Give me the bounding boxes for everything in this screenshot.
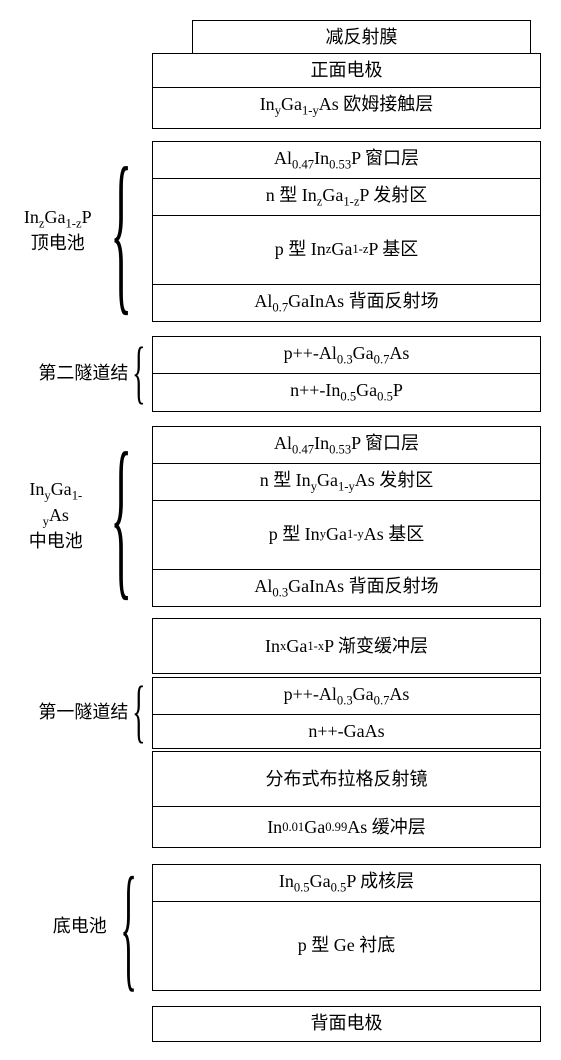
- graded-buffer-layer: InxGa1-xP 渐变缓冲层: [152, 618, 541, 674]
- top-emitter: n 型 InzGa1-zP 发射区: [152, 178, 541, 216]
- buffer-layer: In0.01Ga0.99As 缓冲层: [152, 806, 541, 848]
- mid-base: p 型 InyGa1-yAs 基区: [152, 500, 541, 570]
- nucleation-layer: In0.5Ga0.5P 成核层: [152, 864, 541, 902]
- ohmic-contact-layer: InyGa1-yAs 欧姆接触层: [152, 87, 541, 129]
- brace-icon: {: [110, 127, 132, 334]
- bottom-cell-label: 底电池: [53, 915, 107, 938]
- top-cell-label: InzGa1-zP 顶电池: [24, 206, 92, 255]
- brace-icon: {: [120, 846, 137, 1007]
- top-base: p 型 InzGa1-zP 基区: [152, 215, 541, 285]
- tj1-n-layer: n++-GaAs: [152, 714, 541, 749]
- mid-bsf: Al0.3GaInAs 背面反射场: [152, 569, 541, 607]
- brace-icon: {: [110, 412, 132, 619]
- brace-icon: {: [132, 333, 145, 413]
- mid-window-layer: Al0.47In0.53P 窗口层: [152, 426, 541, 464]
- dbr-layer: 分布式布拉格反射镜: [152, 751, 541, 807]
- arc-layer: 减反射膜: [192, 20, 531, 55]
- ge-substrate: p 型 Ge 衬底: [152, 901, 541, 991]
- mid-emitter: n 型 InyGa1-yAs 发射区: [152, 463, 541, 501]
- tj2-label: 第二隧道结: [38, 362, 128, 385]
- tj2-p-layer: p++-Al0.3Ga0.7As: [152, 336, 541, 374]
- top-bsf: Al0.7GaInAs 背面反射场: [152, 284, 541, 322]
- tj1-label: 第一隧道结: [38, 701, 128, 724]
- tj1-p-layer: p++-Al0.3Ga0.7As: [152, 677, 541, 715]
- mid-cell-label: InyGa1-yAs 中电池: [20, 478, 92, 553]
- tj2-n-layer: n++-In0.5Ga0.5P: [152, 373, 541, 411]
- front-electrode: 正面电极: [152, 53, 541, 88]
- back-electrode: 背面电极: [152, 1006, 541, 1041]
- brace-icon: {: [132, 672, 145, 752]
- top-window-layer: Al0.47In0.53P 窗口层: [152, 141, 541, 179]
